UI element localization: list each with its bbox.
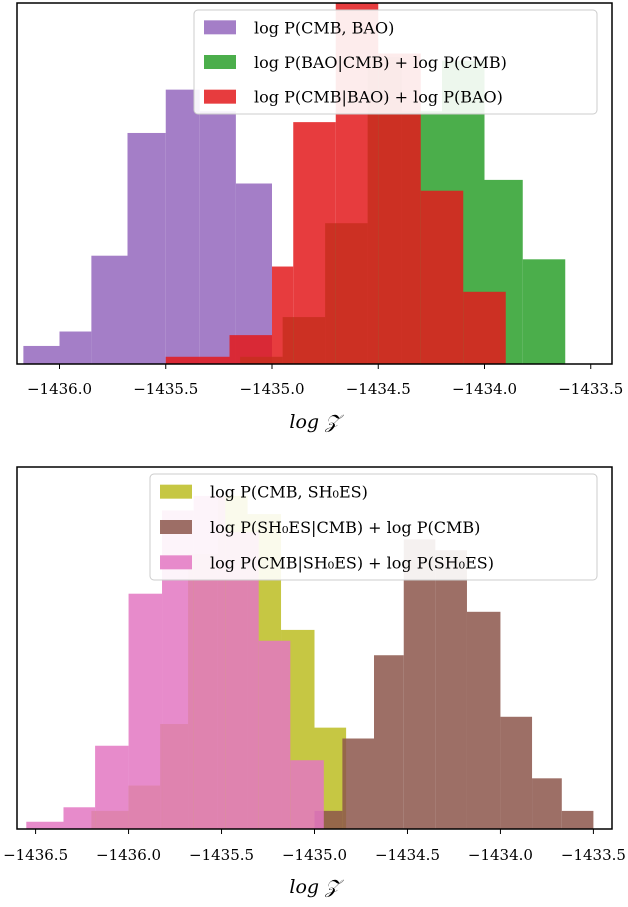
x-tick-label: −1433.5 xyxy=(561,846,626,864)
x-tick-label: −1436.5 xyxy=(3,846,68,864)
legend-entry-label: log P(BAO|CMB) + log P(CMB) xyxy=(254,53,507,72)
legend-swatch xyxy=(204,20,236,35)
x-axis-label: log 𝒵 xyxy=(289,411,344,433)
histogram-bar xyxy=(466,611,501,829)
histogram-bar xyxy=(532,778,562,829)
legend-entry-label: log P(SH₀ES|CMB) + log P(CMB) xyxy=(210,518,480,537)
histogram-bar xyxy=(91,255,128,364)
histogram-bar xyxy=(420,190,464,364)
histogram-bar xyxy=(272,266,294,364)
histogram-bar xyxy=(225,532,259,829)
legend-box xyxy=(149,473,598,581)
histogram-bar xyxy=(165,356,230,364)
histogram-bar xyxy=(435,550,467,829)
x-tick-label: −1433.5 xyxy=(558,380,623,398)
histogram-bar xyxy=(127,132,166,364)
histogram-bar xyxy=(290,760,324,829)
x-tick-label: −1434.0 xyxy=(452,380,517,398)
chart-panel-top: −1436.0 −1435.5 −1435.0 −1434.5 −1434.0 −1433… xyxy=(16,2,623,433)
histogram-bar xyxy=(23,345,60,364)
x-tick-label: −1434.5 xyxy=(375,846,440,864)
chart-panel-bottom: −1436.5 −1436.0 −1435.5 −1435.0 −1434.5 −1434… xyxy=(3,466,626,898)
histogram-bar xyxy=(561,810,594,829)
histogram-bar xyxy=(403,539,436,829)
histogram-bar xyxy=(463,291,506,364)
histogram-bar xyxy=(235,183,272,364)
histogram-bar xyxy=(342,738,374,829)
histogram-bar xyxy=(258,640,291,829)
legend-swatch xyxy=(160,520,192,534)
legend-swatch xyxy=(160,555,192,570)
histogram-bar xyxy=(229,335,272,364)
histogram-bar xyxy=(199,111,236,364)
x-tick-label: −1435.0 xyxy=(239,380,304,398)
plot-frame xyxy=(16,2,613,365)
legend: log P(CMB, SH₀ES) log P(SH₀ES|CMB) + log … xyxy=(149,473,598,581)
legend-swatch xyxy=(204,55,236,69)
histogram-bar xyxy=(26,821,64,829)
x-tick-label: −1435.0 xyxy=(282,846,347,864)
histogram-bar xyxy=(165,89,200,364)
legend-swatch xyxy=(204,89,236,104)
x-axis-label: log 𝒵 xyxy=(289,876,344,898)
x-tick-label: −1434.0 xyxy=(468,846,533,864)
legend: log P(CMB, BAO) log P(BAO|CMB) + log P(CM… xyxy=(193,9,598,115)
legend-entry-label: log P(CMB, BAO) xyxy=(254,18,394,37)
histogram-bar xyxy=(59,331,92,364)
histogram-bar xyxy=(293,122,336,364)
series-1 xyxy=(23,89,272,364)
histogram-bar xyxy=(374,655,404,829)
legend-entry-label: log P(CMB|SH₀ES) + log P(SH₀ES) xyxy=(210,553,494,572)
x-tick-label: −1435.5 xyxy=(133,380,198,398)
legend-box xyxy=(193,9,598,115)
legend-swatch xyxy=(160,484,192,499)
x-tick-label: −1436.0 xyxy=(27,380,92,398)
x-tick-label: −1436.0 xyxy=(96,846,161,864)
legend-entry-label: log P(CMB|BAO) + log P(BAO) xyxy=(254,88,503,107)
legend-entry-label: log P(CMB, SH₀ES) xyxy=(210,483,368,502)
histogram-bar xyxy=(522,259,566,364)
histogram-bar xyxy=(63,807,96,829)
histogram-bar xyxy=(500,716,533,829)
x-tick-label: −1435.5 xyxy=(189,846,254,864)
series-2 xyxy=(314,539,594,829)
x-tick-label: −1434.5 xyxy=(346,380,411,398)
series-4 xyxy=(165,335,272,364)
histogram-bar xyxy=(95,745,129,829)
histogram-bar xyxy=(128,593,163,829)
